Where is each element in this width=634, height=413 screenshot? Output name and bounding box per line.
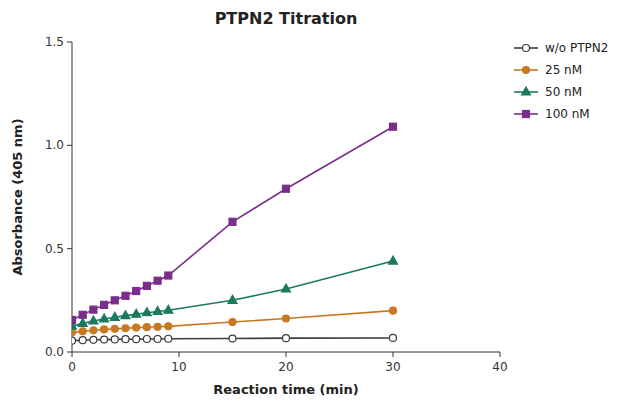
point bbox=[142, 308, 151, 316]
point bbox=[133, 324, 140, 331]
x-tick bbox=[72, 352, 73, 357]
point bbox=[164, 305, 173, 313]
point bbox=[228, 295, 237, 303]
point bbox=[154, 323, 161, 330]
point bbox=[78, 318, 87, 326]
point bbox=[229, 319, 236, 326]
legend-marker bbox=[522, 87, 531, 95]
point bbox=[132, 309, 141, 317]
y-tick-label: 0.0 bbox=[45, 345, 64, 359]
legend-label: 100 nM bbox=[545, 107, 590, 121]
point bbox=[390, 307, 397, 314]
point bbox=[390, 123, 397, 130]
x-tick-label: 30 bbox=[385, 360, 400, 374]
point bbox=[72, 337, 76, 344]
x-tick-label: 40 bbox=[492, 360, 507, 374]
point bbox=[154, 277, 161, 284]
legend-marker bbox=[523, 45, 530, 52]
y-tick-label: 1.5 bbox=[45, 35, 64, 49]
legend-marker bbox=[523, 67, 530, 74]
point bbox=[283, 185, 290, 192]
x-tick bbox=[179, 352, 180, 357]
title: PTPN2 Titration bbox=[215, 9, 358, 28]
legend-marker bbox=[523, 111, 530, 118]
legend-label: 25 nM bbox=[545, 63, 582, 77]
y-axis-label: Absorbance (405 nm) bbox=[10, 118, 25, 275]
point bbox=[283, 315, 290, 322]
point bbox=[89, 316, 98, 324]
point bbox=[143, 324, 150, 331]
point bbox=[101, 336, 108, 343]
y-tick-label: 0.5 bbox=[45, 242, 64, 256]
point bbox=[133, 288, 140, 295]
point bbox=[100, 314, 109, 322]
x-axis-label: Reaction time (min) bbox=[213, 382, 358, 397]
line bbox=[72, 261, 393, 326]
point bbox=[79, 337, 86, 344]
point bbox=[153, 306, 162, 314]
point bbox=[90, 336, 97, 343]
chart: 0 10 20 30 40 0.0 0.5 1.0 1.5 PTPN2 Titration Reac… bbox=[0, 0, 634, 413]
point bbox=[122, 325, 129, 332]
x-tick-label: 10 bbox=[171, 360, 186, 374]
plot-area bbox=[72, 123, 398, 344]
point bbox=[282, 284, 291, 292]
point bbox=[154, 335, 161, 342]
y-tick bbox=[67, 42, 72, 43]
series bbox=[72, 307, 397, 336]
point bbox=[390, 334, 397, 341]
legend-label: w/o PTPN2 bbox=[545, 41, 608, 55]
series bbox=[72, 334, 397, 344]
point bbox=[72, 329, 76, 336]
point bbox=[111, 325, 118, 332]
point bbox=[79, 311, 86, 318]
point bbox=[90, 306, 97, 313]
y-tick bbox=[67, 352, 72, 353]
legend: w/o PTPN2 25 nM 50 nM 100 nM bbox=[514, 41, 608, 121]
y-tick bbox=[67, 145, 72, 146]
point bbox=[111, 297, 118, 304]
line bbox=[72, 311, 393, 333]
y-axis bbox=[72, 42, 73, 352]
point bbox=[165, 323, 172, 330]
point bbox=[165, 335, 172, 342]
point bbox=[165, 272, 172, 279]
line bbox=[72, 127, 393, 320]
point bbox=[229, 335, 236, 342]
y-tick-label: 1.0 bbox=[45, 138, 64, 152]
point bbox=[122, 336, 129, 343]
point bbox=[72, 316, 76, 323]
point bbox=[79, 328, 86, 335]
point bbox=[110, 312, 119, 320]
x-tick bbox=[286, 352, 287, 357]
legend-label: 50 nM bbox=[545, 85, 582, 99]
series bbox=[72, 256, 398, 329]
x-tick-label: 20 bbox=[278, 360, 293, 374]
series bbox=[72, 123, 397, 323]
x-tick bbox=[393, 352, 394, 357]
point bbox=[121, 311, 130, 319]
point bbox=[143, 335, 150, 342]
point bbox=[133, 336, 140, 343]
point bbox=[229, 218, 236, 225]
point bbox=[122, 292, 129, 299]
x-tick bbox=[500, 352, 501, 357]
point bbox=[101, 326, 108, 333]
x-tick-label: 0 bbox=[68, 360, 76, 374]
point bbox=[389, 256, 398, 264]
point bbox=[111, 336, 118, 343]
point bbox=[143, 282, 150, 289]
y-tick bbox=[67, 248, 72, 249]
point bbox=[101, 301, 108, 308]
point bbox=[90, 327, 97, 334]
point bbox=[283, 335, 290, 342]
